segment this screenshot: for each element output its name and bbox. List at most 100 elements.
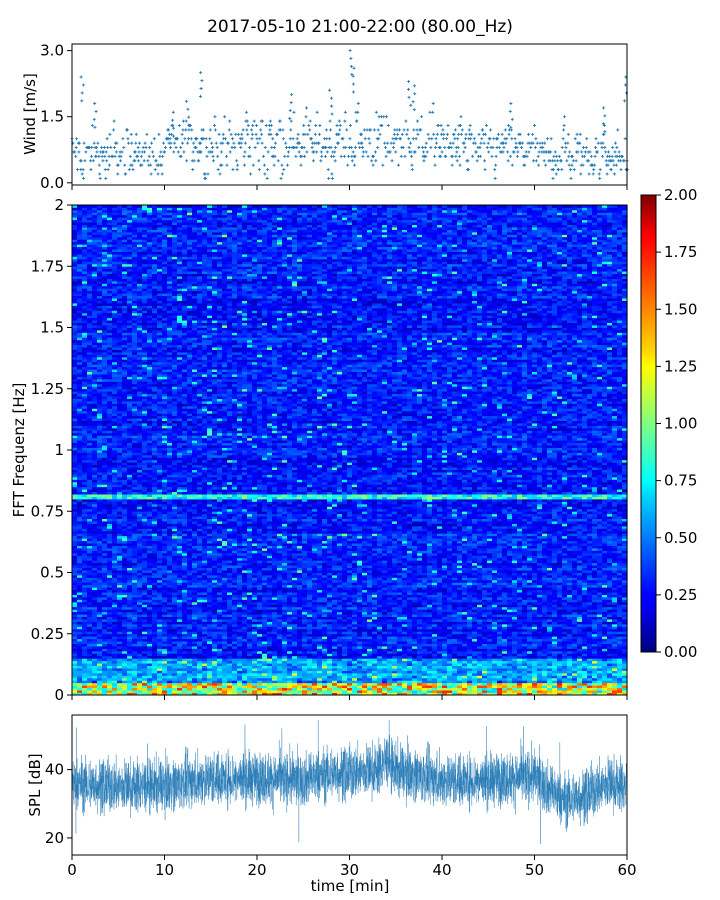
spectrogram-cell: [117, 663, 123, 666]
spectrogram-cell: [447, 631, 453, 634]
spectrogram-cell: [542, 690, 548, 693]
spectrogram-cell: [422, 612, 428, 615]
spectrogram-cell: [192, 644, 198, 647]
spectrogram-cell: [467, 690, 473, 693]
spectrogram-cell: [332, 678, 338, 681]
spectrogram-cell: [507, 629, 513, 632]
spectrogram-cell: [262, 671, 268, 674]
spectrogram-cell: [507, 685, 513, 688]
spectrogram-cell: [237, 685, 243, 688]
spectrogram-cell: [297, 651, 303, 654]
spectrogram-cell: [457, 624, 463, 627]
spectrogram-cell: [287, 683, 293, 686]
spectrogram-cell: [212, 619, 218, 622]
spectrogram-cell: [577, 641, 583, 644]
spectrogram-cell: [512, 619, 518, 622]
spectrogram-cell: [192, 622, 198, 625]
spectrogram-cell: [137, 609, 143, 612]
spectrogram-cell: [452, 666, 458, 669]
spectrogram-cell: [492, 639, 498, 642]
spectrogram-cell: [317, 636, 323, 639]
spectrogram-cell: [287, 653, 293, 656]
spectrogram-cell: [97, 661, 103, 664]
spectrogram-cell: [327, 646, 333, 649]
spectrogram-cell: [457, 673, 463, 676]
spectrogram-cell: [312, 651, 318, 654]
spectrogram-cell: [87, 646, 93, 649]
spectrogram-cell: [597, 629, 603, 632]
spectrogram-cell: [97, 604, 103, 607]
spectrogram-cell: [132, 646, 138, 649]
spectrogram-cell: [92, 604, 98, 607]
spectrogram-cell: [122, 678, 128, 681]
spectrogram-cell: [427, 658, 433, 661]
spectrogram-cell: [387, 678, 393, 681]
spectrogram-cell: [237, 619, 243, 622]
spectrogram-cell: [572, 626, 578, 629]
spectrogram-cell: [152, 629, 158, 632]
spectrogram-cell: [367, 636, 373, 639]
spectrogram-cell: [112, 612, 118, 615]
spectrogram-cell: [577, 651, 583, 654]
spectrogram-cell: [517, 629, 523, 632]
spectrogram-cell: [342, 683, 348, 686]
spectrogram-cell: [257, 634, 263, 637]
spectrogram-cell: [297, 614, 303, 617]
spectrogram-cell: [292, 614, 298, 617]
spectrogram-cell: [252, 609, 258, 612]
spectrogram-cell: [207, 634, 213, 637]
spectrogram-cell: [167, 675, 173, 678]
spectrogram-cell: [87, 641, 93, 644]
spectrogram-cell: [547, 663, 553, 666]
spectrogram-cell: [472, 607, 478, 610]
spectrogram-cell: [322, 614, 328, 617]
spectrogram-cell: [592, 663, 598, 666]
spectrogram-cell: [367, 622, 373, 625]
spectrogram-cell: [87, 634, 93, 637]
spectrogram-cell: [307, 646, 313, 649]
spectrogram-cell: [277, 609, 283, 612]
spectrogram-cell: [217, 619, 223, 622]
spectrogram-cell: [102, 614, 108, 617]
spectrogram-cell: [427, 619, 433, 622]
spectrogram-cell: [277, 604, 283, 607]
spectrogram-cell: [122, 636, 128, 639]
spectrogram-cell: [422, 671, 428, 674]
spectrogram-cell: [422, 653, 428, 656]
spectrogram-cell: [472, 675, 478, 678]
spectrogram-cell: [282, 690, 288, 693]
spectrogram-cell: [322, 663, 328, 666]
spectrogram-cell: [587, 622, 593, 625]
spectrogram-cell: [337, 631, 343, 634]
spectrogram-cell: [572, 678, 578, 681]
spectrogram-cell: [152, 646, 158, 649]
spectrogram-cell: [572, 673, 578, 676]
spectrogram-cell: [417, 666, 423, 669]
spectrogram-cell: [427, 639, 433, 642]
spectrogram-cell: [77, 680, 83, 683]
spectrogram-cell: [242, 631, 248, 634]
spectrogram-cell: [552, 612, 558, 615]
spectrogram-cell: [227, 617, 233, 620]
spectrogram-cell: [467, 688, 473, 691]
spectrogram-cell: [572, 680, 578, 683]
spectrogram-cell: [197, 661, 203, 664]
spectrogram-cell: [412, 612, 418, 615]
spectrogram-cell: [122, 690, 128, 693]
spectrogram-cell: [442, 639, 448, 642]
spectrogram-cell: [72, 639, 78, 642]
spectrogram-cell: [447, 624, 453, 627]
spectrogram-cell: [607, 651, 613, 654]
spectrogram-cell: [502, 666, 508, 669]
spectrogram-cell: [252, 636, 258, 639]
spectrogram-cell: [417, 668, 423, 671]
spectrogram-cell: [87, 631, 93, 634]
spectrogram-cell: [102, 626, 108, 629]
spectrogram-cell: [432, 661, 438, 664]
spectrogram-cell: [262, 624, 268, 627]
spectrogram-cell: [497, 636, 503, 639]
spectrogram-cell: [267, 688, 273, 691]
spectrogram-cell: [432, 680, 438, 683]
spectrogram-cell: [417, 622, 423, 625]
spectrogram-cell: [157, 668, 163, 671]
